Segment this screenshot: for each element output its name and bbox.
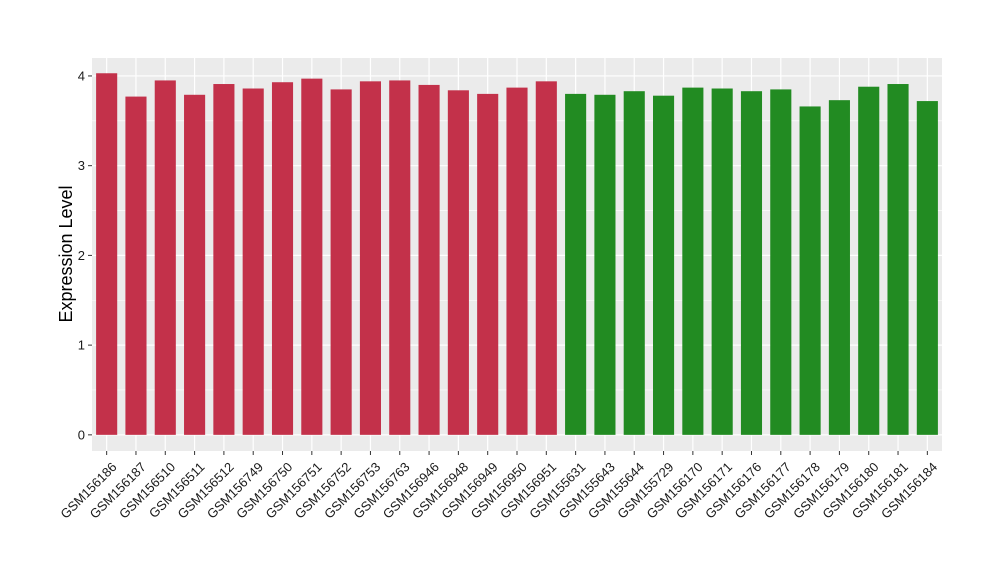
bar-GSM155631 (565, 93, 587, 435)
bar-GSM156510 (154, 80, 176, 435)
x-axis: GSM156186GSM156187GSM156510GSM156511GSM1… (57, 451, 940, 522)
bar-GSM156750 (271, 82, 294, 435)
y-axis: 0 1 2 3 4 (78, 68, 92, 442)
bar-GSM156512 (213, 84, 235, 435)
bar-GSM156948 (447, 90, 469, 435)
y-tick-label: 4 (78, 68, 85, 83)
bar-GSM156171 (711, 88, 733, 435)
bar-GSM156170 (682, 87, 704, 435)
bar-GSM156184 (916, 101, 938, 435)
bar-GSM156186 (96, 73, 118, 435)
bar-GSM156946 (418, 84, 440, 435)
y-tick-label: 2 (78, 248, 85, 263)
y-axis-label: Expression Level (56, 185, 76, 322)
bar-GSM155643 (594, 94, 616, 435)
bar-GSM156179 (828, 100, 850, 435)
y-tick-label: 3 (78, 158, 85, 173)
bar-GSM156950 (506, 87, 528, 435)
bar-GSM156187 (125, 96, 147, 435)
bar-GSM156749 (242, 88, 264, 435)
bar-GSM156751 (301, 78, 323, 435)
bar-GSM156177 (770, 89, 792, 435)
bar-GSM156763 (389, 80, 411, 435)
bar-GSM155729 (653, 95, 675, 435)
bars (96, 73, 938, 435)
bar-GSM156178 (799, 106, 821, 435)
y-tick-label: 0 (78, 427, 85, 442)
bar-GSM156511 (184, 94, 206, 435)
bar-GSM155644 (623, 91, 645, 435)
bar-GSM156949 (477, 93, 499, 435)
bar-GSM156752 (330, 89, 352, 435)
y-tick-label: 1 (78, 338, 85, 353)
bar-GSM156180 (858, 86, 880, 435)
bar-GSM156181 (887, 84, 909, 435)
bar-GSM156176 (740, 91, 763, 435)
bar-GSM156951 (535, 81, 557, 435)
bar-GSM156753 (359, 81, 381, 435)
